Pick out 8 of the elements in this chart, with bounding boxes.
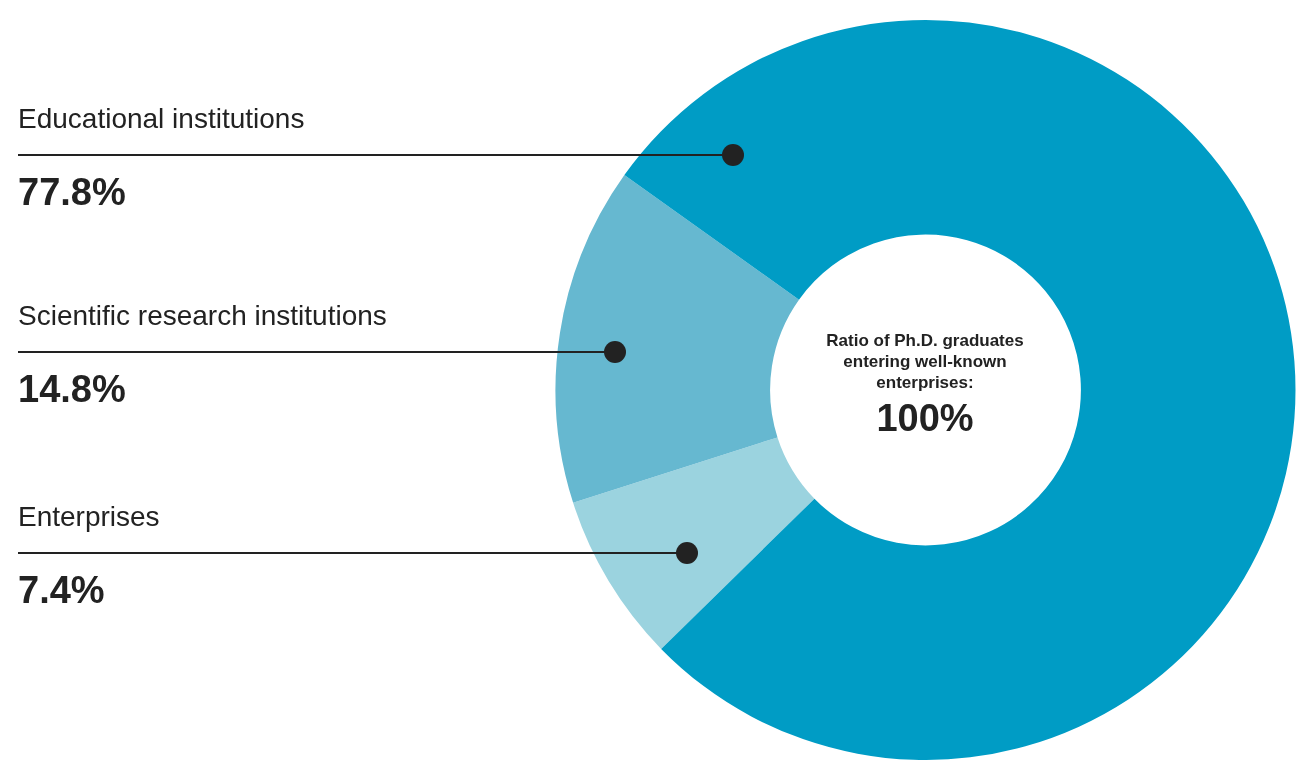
slice-label: Scientific research institutions: [18, 299, 387, 331]
data-label: 7.4%: [18, 569, 105, 612]
text: Ratio of Ph.D. graduates entering well-known enterprises:: [825, 330, 1025, 393]
slice-label: Educational institutions: [18, 102, 305, 134]
text: 100%: [875, 397, 975, 440]
data-label: 14.8%: [18, 368, 126, 411]
slice-label: Enterprises: [18, 500, 160, 532]
data-label: 77.8%: [18, 171, 126, 214]
